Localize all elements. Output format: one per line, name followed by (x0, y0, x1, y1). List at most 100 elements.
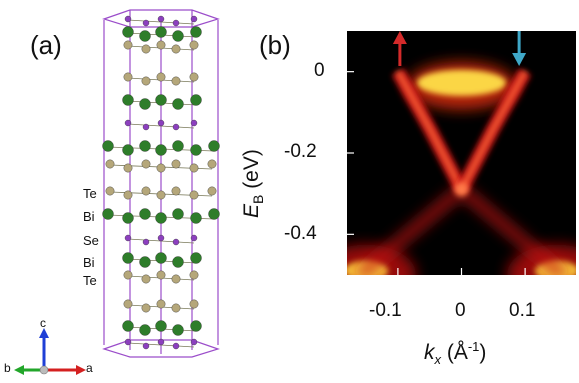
atom-bi (190, 212, 202, 224)
atom-te (171, 274, 181, 284)
surface-state-branch (395, 70, 464, 191)
atom-se (157, 338, 165, 346)
crystal-structure (14, 9, 220, 375)
x-axis-title-unit: (Å (441, 341, 468, 364)
atom-te (156, 72, 166, 82)
atom-se (124, 15, 132, 23)
coordinate-axes (14, 328, 86, 375)
atom-te (156, 163, 166, 173)
axis-a-arrowhead (76, 365, 86, 375)
atom-te (189, 299, 199, 309)
atom-bi (122, 144, 134, 156)
atom-te (141, 186, 151, 196)
atom-se (157, 15, 165, 23)
atom-bi (155, 320, 167, 332)
y-tick-minus-0-4: -0.4 (284, 223, 317, 244)
atom-bi (172, 140, 184, 152)
atom-te (156, 190, 166, 200)
axis-origin (39, 365, 49, 375)
atom-bi (122, 320, 134, 332)
x-axis-title: kx (Å-1) (424, 339, 486, 367)
atom-bi (155, 212, 167, 224)
atom-te (207, 159, 217, 169)
atom-bi (172, 30, 184, 42)
atom-te (189, 40, 199, 50)
y-tick-0: 0 (314, 60, 325, 81)
x-axis-title-main: k (424, 341, 435, 364)
atom-se (190, 234, 198, 242)
atom-bi (155, 144, 167, 156)
atom-te (189, 72, 199, 82)
atom-te (156, 40, 166, 50)
atom-te (141, 303, 151, 313)
atom-bi (190, 252, 202, 264)
atom-bi (122, 94, 134, 106)
x-tick-0: 0 (455, 300, 466, 321)
conduction-band-pocket (416, 69, 507, 96)
axis-label-a: a (86, 361, 93, 375)
atom-bi (172, 208, 184, 220)
atom-se (124, 234, 132, 242)
atom-bi (139, 256, 151, 268)
axis-ticks (347, 71, 526, 275)
atom-bi (139, 324, 151, 336)
unit-cell-frame (102, 9, 220, 358)
atom-te (123, 163, 133, 173)
spectral-map (347, 61, 576, 275)
axis-b-arrowhead (14, 365, 24, 375)
atom-bi (122, 26, 134, 38)
layer-label-bi-bottom: Bi (83, 255, 95, 270)
atom-bi (122, 212, 134, 224)
atom-te (105, 186, 115, 196)
atom-se (142, 19, 150, 27)
atom-se (190, 119, 198, 127)
y-axis-title-unit: (eV) (240, 149, 263, 195)
x-axis-title-close: ) (479, 341, 487, 364)
atom-te (189, 190, 199, 200)
atoms (102, 15, 220, 350)
y-axis-title-main: E (240, 203, 263, 218)
atom-se (124, 119, 132, 127)
atom-te (123, 40, 133, 50)
atom-te (171, 303, 181, 313)
fermi-arrows (392, 31, 527, 66)
atom-te (171, 44, 181, 54)
arrow-left-head (392, 31, 407, 44)
atom-se (172, 123, 180, 131)
atom-te (105, 159, 115, 169)
x-axis-title-exp: -1 (467, 339, 480, 354)
atom-bi (190, 26, 202, 38)
atom-te (141, 44, 151, 54)
atom-te (123, 190, 133, 200)
atom-te (141, 159, 151, 169)
atom-bi (155, 252, 167, 264)
y-axis-title: EB (eV) (240, 149, 266, 218)
atom-bi (139, 30, 151, 42)
atom-bi (190, 144, 202, 156)
atom-bi (172, 256, 184, 268)
atom-bi (172, 98, 184, 110)
atom-se (142, 123, 150, 131)
atom-se (172, 19, 180, 27)
bulk-valence-edge (355, 185, 568, 275)
axis-label-c: c (40, 316, 46, 330)
layer-label-bi-top: Bi (83, 209, 95, 224)
atom-te (171, 76, 181, 86)
atom-te (207, 186, 217, 196)
atom-te (189, 163, 199, 173)
arrow-right-head (512, 53, 527, 66)
atom-te (123, 72, 133, 82)
x-axis-title-sub: x (434, 352, 442, 368)
layer-label-te-bottom: Te (83, 273, 97, 288)
atom-se (190, 338, 198, 346)
atom-te (123, 270, 133, 280)
atom-se (172, 238, 180, 246)
axis-c-arrowhead (39, 328, 49, 338)
atom-se (157, 119, 165, 127)
atom-bi (139, 208, 151, 220)
atom-te (156, 299, 166, 309)
atom-te (171, 186, 181, 196)
layer-label-te-top: Te (83, 186, 97, 201)
atom-bi (102, 208, 114, 220)
